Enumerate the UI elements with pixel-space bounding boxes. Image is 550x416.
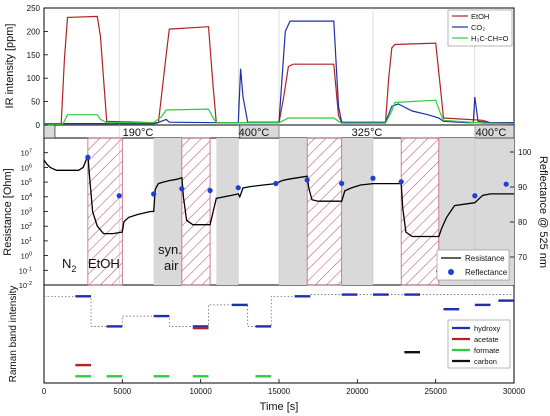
axes: 0 50 100 150 200 250 10-2 10-1 100 101 102 103 104 10… xyxy=(19,4,532,396)
region-label-n2: N2 xyxy=(62,256,76,274)
ir-series xyxy=(44,15,515,125)
res-legend-reflectance: Reflectance xyxy=(465,268,508,277)
ref-ytick-label-1: 80 xyxy=(518,218,527,227)
ir-legend-h3c: H₃C-CH=O xyxy=(471,34,509,43)
region-label-syn: syn. xyxy=(158,242,182,257)
reflectance-point-1 xyxy=(116,193,122,199)
hatched-band-3 xyxy=(400,137,440,286)
reflectance-point-13 xyxy=(503,181,509,187)
raman-legend-formate: formate xyxy=(474,346,499,355)
gray-band-2 xyxy=(279,138,308,285)
resistance-series xyxy=(43,154,514,274)
time-xlabel: Time [s] xyxy=(260,401,299,413)
xtick-label-1: 5000 xyxy=(113,387,131,396)
res-ytick-label-1: 10-1 xyxy=(19,266,32,275)
ref-ytick-label-2: 90 xyxy=(518,183,527,192)
raman-legend-acetate: acetate xyxy=(474,335,499,344)
reflectance-point-3 xyxy=(179,186,185,192)
reflectance-point-12 xyxy=(472,193,478,199)
temp-label-190: 190°C xyxy=(123,127,154,139)
ir-ytick-label-1: 50 xyxy=(31,98,40,107)
ir-legend-co2: CO₂ xyxy=(471,23,485,32)
res-ytick-label-7: 105 xyxy=(21,178,32,187)
xtick-label-4: 20000 xyxy=(346,387,369,396)
reflectance-point-5 xyxy=(235,185,241,191)
resistance-ylabel: Resistance [Ohm] xyxy=(2,168,14,255)
res-ytick-label-4: 102 xyxy=(21,222,32,231)
reflectance-point-4 xyxy=(207,187,213,194)
resistance-legend: Resistance Reflectance xyxy=(436,249,510,281)
raman-connector-line xyxy=(44,294,514,327)
raman-legend-carbon: carbon xyxy=(474,357,497,366)
res-ytick-label-0: 10-2 xyxy=(19,281,32,290)
raman-legend-hydroxy: hydroxy xyxy=(474,324,501,333)
raman-series xyxy=(44,293,514,378)
reflectance-point-0 xyxy=(85,154,91,160)
xtick-label-6: 30000 xyxy=(503,387,526,396)
res-ytick-label-3: 101 xyxy=(21,237,32,246)
reflectance-ylabel: Reflectance @ 525 nm xyxy=(537,156,549,268)
ir-legend: EtOH CO₂ H₃C-CH=O xyxy=(447,9,513,47)
xtick-label-3: 15000 xyxy=(268,387,291,396)
ir-ytick-label-2: 100 xyxy=(27,74,41,83)
raman-legend: hydroxy acetate formate carbon xyxy=(447,319,511,369)
hatched-band-2 xyxy=(306,137,343,286)
ir-ytick-label-4: 200 xyxy=(27,27,41,36)
reflectance-point-7 xyxy=(304,177,310,183)
xtick-label-0: 0 xyxy=(42,387,47,396)
temp-cell-0 xyxy=(43,124,56,139)
ref-ytick-label-0: 70 xyxy=(518,253,527,262)
temp-label-400-a: 400°C xyxy=(239,127,270,139)
ir-legend-etoh: EtOH xyxy=(471,12,489,21)
reflectance-point-10 xyxy=(398,179,404,185)
ir-line-h3c xyxy=(44,99,515,125)
xtick-label-2: 10000 xyxy=(190,387,213,396)
xtick-label-5: 25000 xyxy=(425,387,448,396)
reflectance-point-2 xyxy=(151,191,157,197)
gray-band-0 xyxy=(153,138,182,285)
res-ytick-label-9: 107 xyxy=(21,149,32,158)
temp-label-325: 325°C xyxy=(352,127,383,139)
ir-ylabel: IR intensity [ppm] xyxy=(4,24,16,109)
res-legend-resistance: Resistance xyxy=(465,254,505,263)
reflectance-point-8 xyxy=(339,180,345,187)
reflectance-point-6 xyxy=(273,180,279,187)
gray-band-3 xyxy=(341,138,373,285)
ir-line-etoh xyxy=(44,15,514,125)
raman-panel-frame xyxy=(43,284,515,384)
reflectance-point-9 xyxy=(370,175,376,181)
hatched-band-0 xyxy=(87,137,123,286)
gray-band-1 xyxy=(216,138,239,285)
res-ytick-label-5: 103 xyxy=(21,208,32,217)
res-ytick-label-6: 104 xyxy=(21,193,32,202)
ir-ytick-label-3: 150 xyxy=(27,51,41,60)
region-label-air: air xyxy=(164,258,179,273)
ir-ytick-label-5: 250 xyxy=(27,4,41,13)
hatched-band-1 xyxy=(181,137,211,286)
ir-ytick-label-0: 0 xyxy=(36,121,41,130)
raman-ylabel: Raman band intensity xyxy=(8,286,19,383)
temperature-strip: 190°C 400°C 325°C 400°C xyxy=(123,127,507,139)
region-label-etoh: EtOH xyxy=(88,256,120,271)
res-ytick-label-8: 106 xyxy=(21,163,32,172)
temp-label-400-b: 400°C xyxy=(476,127,507,139)
background-bands xyxy=(43,8,515,286)
ref-ytick-label-3: 100 xyxy=(518,148,532,157)
res-ytick-label-2: 100 xyxy=(21,252,32,261)
